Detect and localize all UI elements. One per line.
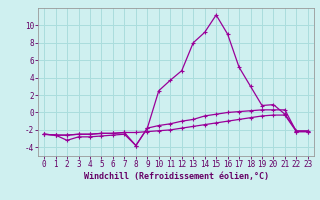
- X-axis label: Windchill (Refroidissement éolien,°C): Windchill (Refroidissement éolien,°C): [84, 172, 268, 181]
